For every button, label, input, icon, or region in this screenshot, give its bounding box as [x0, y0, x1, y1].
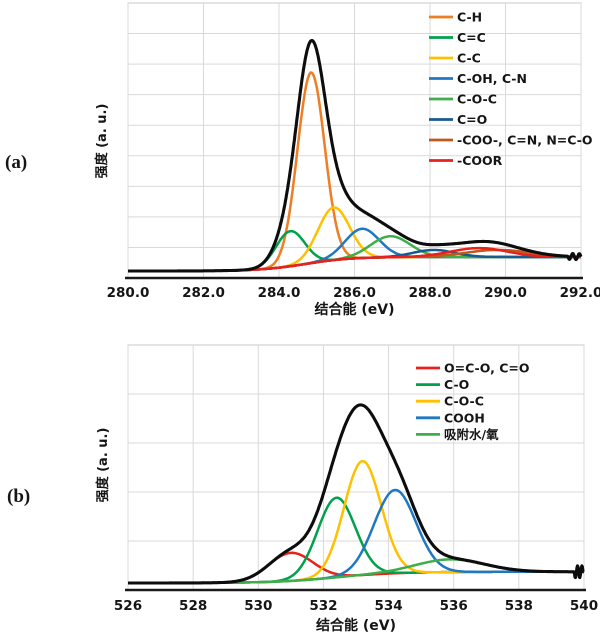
x-tick-label: 538: [505, 598, 533, 614]
x-tick-label: 290.0: [484, 285, 527, 301]
y-axis-title: 强度 (a. u.): [94, 104, 110, 179]
x-tick-label: 286.0: [333, 285, 376, 301]
component-curves: [128, 459, 584, 585]
x-tick-label: 526: [114, 598, 142, 614]
y-axis-title: 强度 (a. u.): [95, 428, 111, 503]
x-tick-label: 534: [374, 598, 402, 614]
legend-label: C-O-C: [457, 92, 497, 107]
curve-envelope: [127, 38, 583, 273]
x-tick-label: 536: [440, 598, 468, 614]
x-axis: 526 528 530 532 534 536 538 540: [114, 598, 598, 614]
x-tick-label: 284.0: [258, 285, 301, 301]
panel-b-label: (b): [7, 486, 31, 507]
legend-label: C=C: [457, 30, 486, 45]
xps-c1s-spectrum-chart: 280.0 282.0 284.0 286.0 288.0 290.0 292.0 结合能 (…: [94, 2, 600, 318]
legend-label: C-C: [457, 51, 481, 66]
x-tick-label: 282.0: [182, 285, 225, 301]
x-tick-label: 292.0: [560, 285, 600, 301]
x-tick-label: 532: [309, 598, 337, 614]
legend-label: C-O: [444, 377, 469, 392]
legend-label: -COOR: [457, 153, 503, 168]
curve-C-O-C: [128, 459, 584, 585]
legend-label: C-H: [457, 10, 482, 25]
curve-envelope: [126, 403, 585, 585]
x-axis: 280.0 282.0 284.0 286.0 288.0 290.0 292.0: [107, 285, 600, 301]
x-tick-label: 530: [244, 598, 272, 614]
legend-label: COOH: [444, 410, 485, 425]
x-axis-title: 结合能 (eV): [314, 301, 394, 318]
x-tick-label: 540: [570, 598, 598, 614]
x-tick-label: 288.0: [409, 285, 452, 301]
legend-label: C-O-C: [444, 394, 484, 409]
x-tick-label: 528: [179, 598, 207, 614]
legend-label: -COO-, C=N, N=C-O: [457, 133, 593, 148]
legend-label: C=O: [457, 112, 487, 127]
xps-o1s-spectrum-chart: 526 528 530 532 534 536 538 540 结合能 (eV) 强度 (a. u…: [95, 344, 598, 634]
x-tick-label: 280.0: [107, 285, 150, 301]
panel-a-label: (a): [5, 152, 28, 173]
curve-O-C-O-C-O: [128, 551, 584, 585]
legend: C-H C=C C-C C-OH, C-N C-O-C C=O -COO-, C=N, N=…: [429, 10, 593, 168]
legend-label: C-OH, C-N: [457, 71, 527, 86]
x-axis-title: 结合能 (eV): [316, 617, 396, 634]
legend-label: 吸附水/氧: [444, 427, 499, 442]
legend-label: O=C-O, C=O: [444, 361, 529, 376]
